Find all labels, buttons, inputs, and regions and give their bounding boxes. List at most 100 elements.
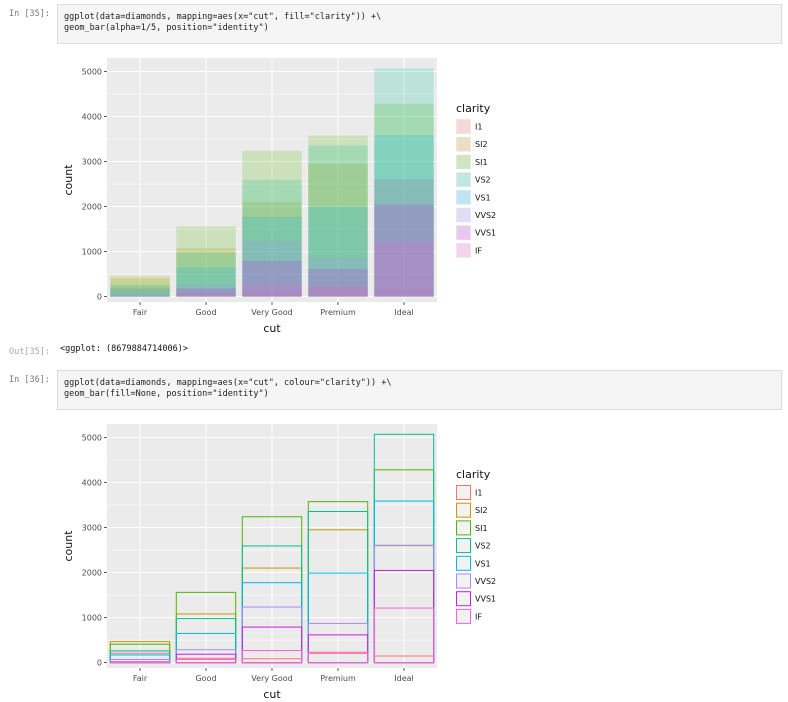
bar-i1-good bbox=[176, 292, 236, 297]
code-line-1: ggplot(data=diamonds, mapping=aes(x="cut… bbox=[64, 12, 382, 22]
y-tick-label: 4000 bbox=[82, 112, 102, 121]
legend-key-bg bbox=[456, 154, 471, 170]
x-tick-label: Ideal bbox=[394, 308, 413, 317]
y-tick-label: 3000 bbox=[82, 523, 102, 532]
bar-vvs2-very-good bbox=[242, 241, 302, 297]
legend-label-vs2: VS2 bbox=[475, 176, 491, 185]
x-tick-label: Premium bbox=[320, 674, 356, 683]
bar-vs2-ideal bbox=[374, 68, 434, 297]
legend-key-si1 bbox=[456, 520, 471, 536]
legend-label-vs1: VS1 bbox=[475, 193, 491, 202]
bar-chart-outline-colour: 0 1000 2000 3000 4000 5000 Fair Good Very Good Pr… bbox=[62, 424, 496, 701]
bar-si1-fair bbox=[110, 278, 170, 297]
legend-label-vvs1: VVS1 bbox=[475, 595, 496, 604]
code-line-1: ggplot(data=diamonds, mapping=aes(x="cut… bbox=[64, 378, 392, 388]
bar-si2-good bbox=[176, 247, 236, 297]
bar-si1-very-good bbox=[242, 150, 302, 297]
bar-vvs2-premium bbox=[308, 257, 368, 297]
legend-key-if bbox=[456, 608, 471, 624]
code-cell-35[interactable]: ggplot(data=diamonds, mapping=aes(x="cut… bbox=[57, 4, 782, 44]
bar-vs2-very-good bbox=[242, 179, 302, 297]
bar-vvs1-premium bbox=[308, 268, 368, 297]
bar-if-good bbox=[175, 658, 237, 664]
bar-vs2-good bbox=[176, 252, 236, 297]
x-axis-title: cut bbox=[263, 688, 281, 701]
legend-key-bg bbox=[456, 242, 471, 258]
legend-key-bg bbox=[456, 520, 471, 536]
bar-i1-fair bbox=[110, 287, 170, 297]
bar-if-ideal bbox=[374, 242, 434, 297]
legend-key-bg bbox=[456, 573, 471, 589]
legend-key-bg bbox=[456, 555, 471, 571]
legend-label-if: IF bbox=[475, 246, 482, 255]
y-tick-label: 4000 bbox=[82, 478, 102, 487]
bar-si2-ideal bbox=[374, 179, 434, 297]
legend-key-vvs2 bbox=[456, 208, 471, 222]
legend-label-si2: SI2 bbox=[475, 140, 488, 149]
legend-key-vs1 bbox=[456, 555, 471, 571]
legend-key-i1 bbox=[456, 119, 471, 134]
bar-si1-ideal bbox=[374, 103, 434, 297]
legend-label-vs2: VS2 bbox=[475, 542, 491, 551]
legend-label-si2: SI2 bbox=[475, 506, 488, 515]
bar-vs1-good bbox=[176, 267, 236, 297]
bar-vs1-ideal bbox=[374, 135, 434, 297]
bar-si2-very-good bbox=[242, 202, 302, 297]
y-tick-label: 1000 bbox=[82, 613, 102, 622]
legend-key-si2 bbox=[456, 502, 471, 518]
legend-key-bg bbox=[456, 172, 471, 188]
legend-key-bg bbox=[456, 225, 471, 241]
bar-vvs2-good bbox=[176, 283, 236, 297]
legend-key-si1 bbox=[456, 154, 471, 169]
legend-title: clarity bbox=[456, 102, 491, 115]
bar-si2-fair bbox=[110, 275, 170, 297]
y-axis-title: count bbox=[62, 530, 75, 562]
legend-key-bg bbox=[456, 119, 471, 134]
bar-vvs1-good bbox=[176, 288, 236, 297]
legend-label-i1: I1 bbox=[475, 123, 482, 132]
bar-vs1-very-good bbox=[242, 216, 302, 297]
input-prompt-36: In [36]: bbox=[9, 375, 50, 385]
legend-key-bg bbox=[456, 485, 471, 500]
legend-label-vvs1: VVS1 bbox=[475, 229, 496, 238]
bar-vs1-fair bbox=[110, 288, 170, 297]
bar-vvs2-ideal bbox=[374, 179, 434, 297]
bar-si1-premium bbox=[308, 135, 368, 297]
bar-if-premium bbox=[308, 286, 368, 297]
bar-if-good bbox=[176, 293, 236, 297]
x-tick-label: Good bbox=[195, 308, 216, 317]
x-tick-label: Premium bbox=[320, 308, 356, 317]
code-cell-36[interactable]: ggplot(data=diamonds, mapping=aes(x="cut… bbox=[57, 370, 782, 410]
y-tick-label: 5000 bbox=[82, 67, 102, 76]
legend-key-bg bbox=[456, 538, 471, 554]
legend-key-vs1 bbox=[456, 190, 471, 205]
y-tick-label: 2000 bbox=[82, 202, 102, 211]
y-tick-label: 1000 bbox=[82, 247, 102, 256]
output-text: <ggplot: (8679884714006)> bbox=[60, 344, 188, 354]
bar-si1-good bbox=[176, 226, 236, 297]
legend-key-vvs2 bbox=[456, 573, 471, 589]
legend-label-vs1: VS1 bbox=[475, 559, 491, 568]
x-tick-label: Very Good bbox=[251, 674, 292, 683]
y-tick-label: 5000 bbox=[82, 433, 102, 442]
x-tick-label: Fair bbox=[133, 674, 148, 683]
legend-label-vvs2: VVS2 bbox=[475, 211, 496, 220]
legend-key-si2 bbox=[456, 137, 471, 152]
bar-if-premium bbox=[307, 651, 369, 664]
legend-label-i1: I1 bbox=[475, 489, 482, 498]
bar-vvs1-very-good bbox=[242, 261, 302, 297]
legend-key-bg bbox=[456, 136, 471, 152]
legend-key-bg bbox=[456, 207, 471, 223]
bar-if-ideal bbox=[373, 607, 435, 664]
legend-label-vvs2: VVS2 bbox=[475, 577, 496, 586]
bar-vs1-premium bbox=[308, 207, 368, 297]
y-axis-title: count bbox=[62, 164, 75, 196]
y-tick-label: 0 bbox=[97, 292, 102, 301]
legend-key-vs2 bbox=[456, 538, 471, 554]
bar-chart-fill-alpha: 0 1000 2000 3000 4000 5000 Fair Good Very Good Pr… bbox=[62, 58, 496, 335]
code-line-2: geom_bar(fill=None, position="identity") bbox=[64, 389, 269, 399]
legend-key-bg bbox=[456, 502, 471, 518]
legend-title: clarity bbox=[456, 468, 491, 481]
x-tick-label: Good bbox=[195, 674, 216, 683]
legend-label-si1: SI1 bbox=[475, 158, 488, 167]
